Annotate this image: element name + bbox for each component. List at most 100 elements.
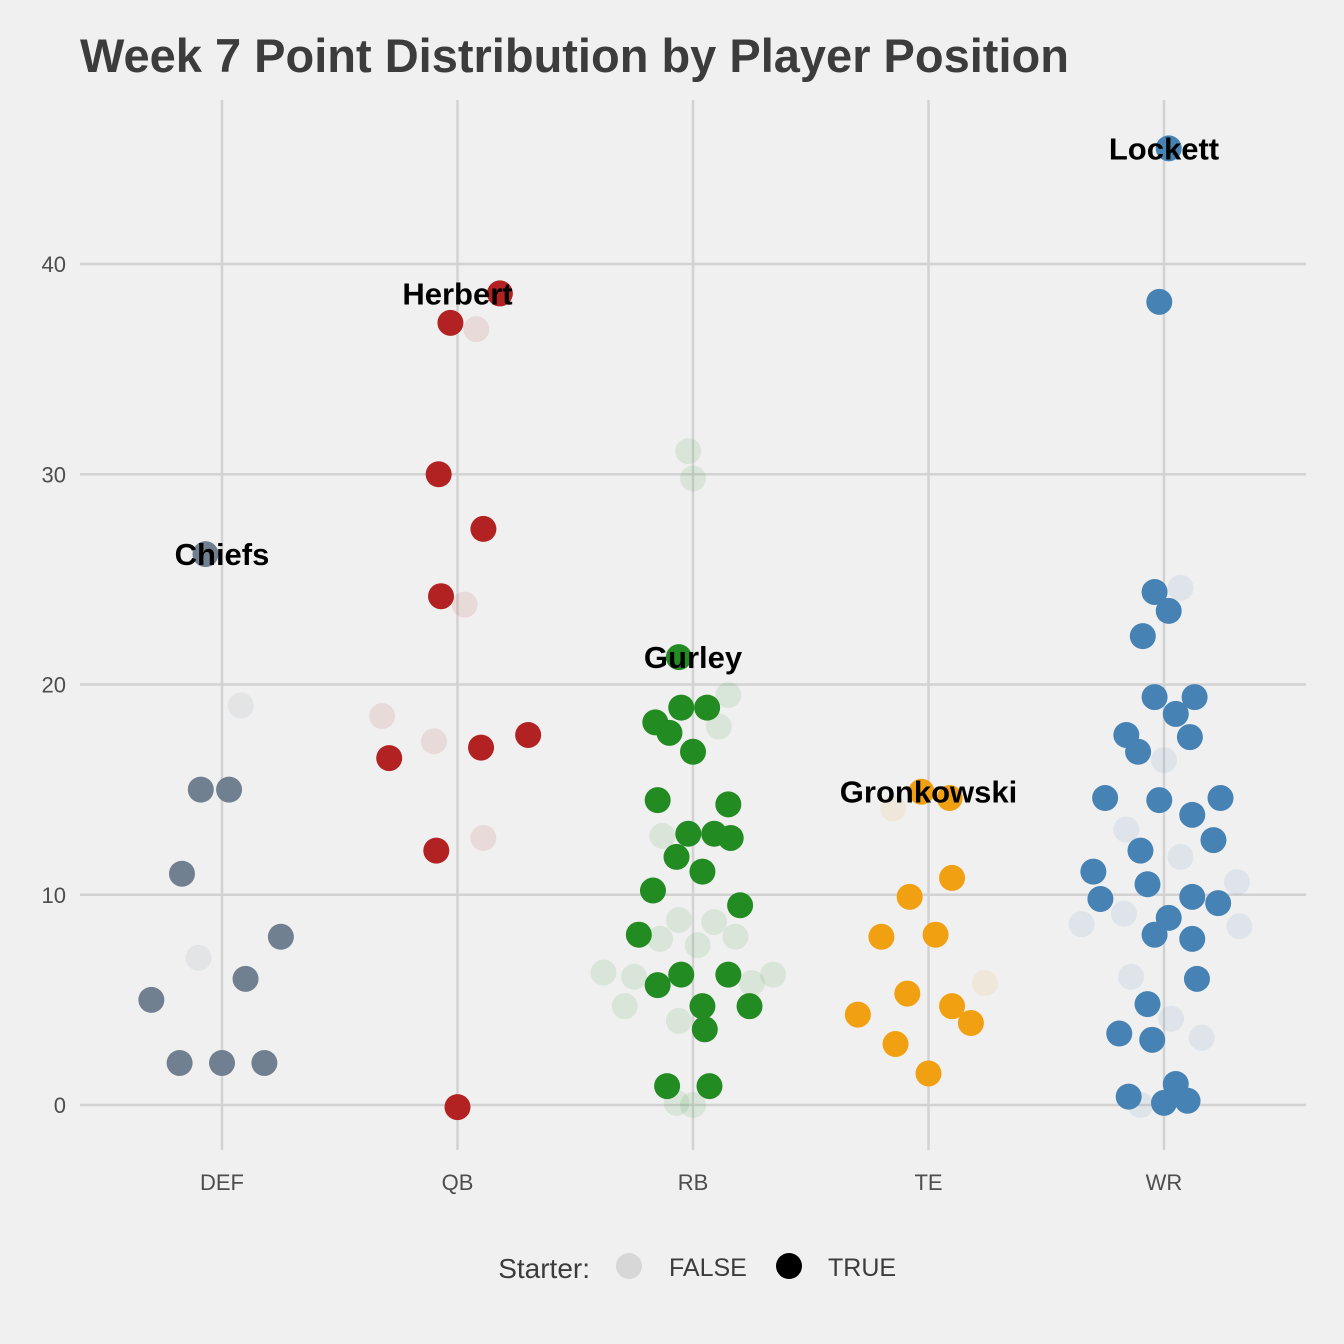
x-tick-label: TE (914, 1170, 942, 1195)
data-point (1181, 684, 1208, 711)
data-point (680, 1092, 706, 1118)
data-point (727, 892, 754, 919)
data-point (192, 541, 219, 568)
data-point (665, 644, 692, 671)
data-point (675, 820, 702, 847)
data-point (1176, 724, 1203, 751)
data-point (939, 864, 966, 891)
data-point (654, 1073, 681, 1100)
data-point (644, 787, 671, 814)
data-point (1110, 900, 1137, 927)
data-point (590, 959, 617, 986)
data-point (1179, 801, 1206, 828)
axis-labels: 0 10 20 30 40 DEF QB RB TE WR (42, 252, 1183, 1195)
data-point (760, 961, 787, 988)
data-point (1155, 597, 1182, 624)
data-point (1226, 913, 1253, 940)
data-point (665, 1007, 692, 1034)
data-point (717, 824, 744, 851)
data-point (251, 1049, 278, 1076)
data-point (694, 694, 721, 721)
data-point (463, 316, 490, 343)
data-point (1188, 1024, 1215, 1051)
data-point (1174, 1087, 1201, 1114)
data-point (1129, 623, 1156, 650)
data-point (1183, 965, 1210, 992)
data-point (1179, 883, 1206, 910)
data-point (437, 309, 464, 336)
data-point (647, 925, 674, 952)
data-point (705, 713, 732, 740)
data-point (663, 843, 690, 870)
data-point (470, 515, 497, 542)
data-point (922, 921, 949, 948)
data-points (138, 135, 1253, 1121)
data-point (1068, 911, 1095, 938)
data-point (425, 461, 452, 488)
x-tick-label: DEF (200, 1170, 244, 1195)
data-point (939, 993, 966, 1020)
y-tick-label: 30 (42, 462, 66, 487)
data-point (882, 1031, 909, 1058)
data-point (486, 280, 513, 307)
data-point (675, 438, 702, 465)
data-point (621, 963, 648, 990)
data-point (420, 728, 447, 755)
data-point (209, 1049, 235, 1076)
data-point (1151, 747, 1177, 774)
data-point (1115, 1083, 1142, 1110)
data-point (515, 721, 542, 748)
point-annotation: Gronkowski (840, 775, 1017, 810)
data-point (187, 776, 214, 803)
data-point (1134, 991, 1161, 1018)
data-point (444, 1094, 471, 1121)
data-point (1162, 700, 1189, 727)
data-point (1087, 885, 1114, 912)
legend-label-true: TRUE (828, 1254, 896, 1282)
data-point (1113, 816, 1140, 843)
data-point (1141, 684, 1168, 711)
data-point (138, 986, 165, 1013)
data-point (1146, 288, 1173, 315)
point-annotation: Herbert (402, 276, 512, 311)
data-point (369, 703, 396, 730)
data-point (715, 791, 742, 818)
grid (80, 100, 1306, 1150)
data-point (639, 877, 666, 904)
data-point (644, 972, 671, 999)
data-point (1139, 1026, 1166, 1053)
data-point (972, 970, 999, 997)
data-point (216, 776, 243, 803)
data-point (168, 860, 195, 887)
legend-label-false: FALSE (669, 1254, 747, 1282)
data-point (691, 1016, 718, 1043)
data-point (1205, 890, 1232, 917)
data-point (936, 785, 963, 812)
data-point (668, 961, 695, 988)
data-point (611, 993, 638, 1020)
chart-title: Week 7 Point Distribution by Player Posi… (80, 29, 1069, 82)
data-point (649, 822, 676, 849)
y-tick-label: 0 (54, 1093, 66, 1118)
data-point (428, 583, 455, 610)
point-annotation: Chiefs (175, 537, 270, 572)
legend-title: Starter: (498, 1253, 590, 1284)
data-point (736, 993, 763, 1020)
data-point (1224, 869, 1251, 896)
data-point (267, 923, 294, 950)
data-point (1167, 843, 1194, 870)
data-point (1134, 871, 1161, 898)
data-point (722, 923, 749, 950)
data-point (1151, 1089, 1177, 1116)
data-point (166, 1049, 193, 1076)
data-point (908, 778, 935, 805)
data-point (625, 921, 652, 948)
data-point (1200, 827, 1227, 854)
data-point (715, 961, 742, 988)
data-point (880, 795, 907, 822)
data-point (1207, 785, 1234, 812)
data-point (227, 692, 254, 719)
data-point (1141, 578, 1168, 605)
data-point (668, 694, 695, 721)
